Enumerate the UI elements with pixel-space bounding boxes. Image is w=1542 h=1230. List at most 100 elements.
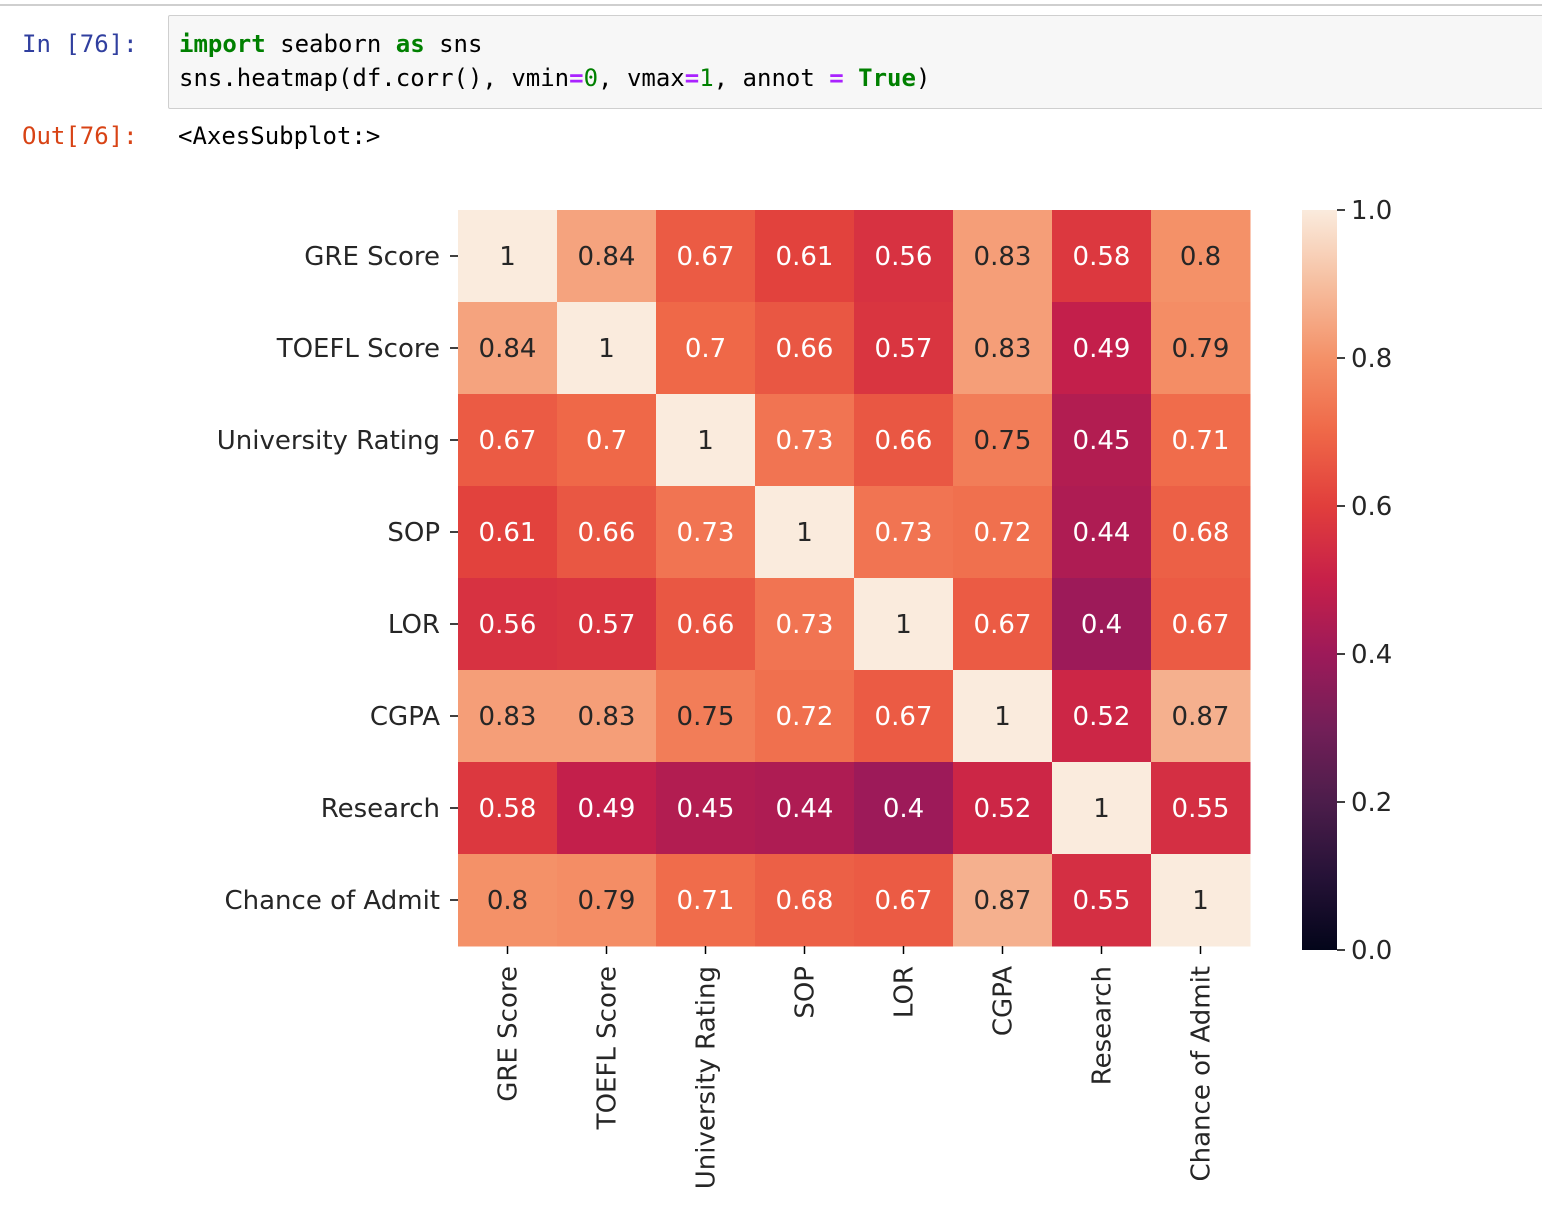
heatmap-cell [755,210,855,303]
cell-annotation: 0.67 [479,426,537,456]
cell-annotation: 0.67 [974,610,1032,640]
cell-annotation: 1 [697,426,714,456]
heatmap-cell [458,210,558,303]
cell-annotation: 0.66 [875,426,933,456]
heatmap-cell [1052,762,1152,855]
cell-annotation: 0.4 [1081,610,1122,640]
cell-annotation: 0.68 [1172,518,1230,548]
cell-annotation: 0.84 [578,242,636,272]
heatmap-cell [953,394,1053,487]
cell-annotation: 1 [499,242,516,272]
cell-annotation: 0.68 [776,886,834,916]
code-token: sns.heatmap(df.corr(), vmin [179,64,570,92]
cell-annotation: 0.8 [487,886,528,916]
heatmap-cell [755,302,855,395]
heatmap-cell [1052,302,1152,395]
cell-annotation: 0.67 [875,886,933,916]
cell-annotation: 1 [598,334,615,364]
heatmap-cell [1151,670,1251,763]
heatmap-cell [755,394,855,487]
cell-annotation: 0.45 [1073,426,1131,456]
heatmap-cell [656,210,756,303]
cell-annotation: 0.83 [974,334,1032,364]
x-tick-label: TOEFL Score [593,966,623,1130]
cell-annotation: 0.52 [974,794,1032,824]
cell-annotation: 0.49 [578,794,636,824]
heatmap-cell [755,670,855,763]
cell-annotation: 0.55 [1172,794,1230,824]
cell-annotation: 0.73 [677,518,735,548]
heatmap-cell [755,762,855,855]
heatmap-cell [953,210,1053,303]
y-tick-label: Research [321,794,440,824]
cell-annotation: 0.4 [883,794,924,824]
code-token: sns [424,30,483,58]
heatmap-cell [557,854,657,947]
heatmap-cell [557,210,657,303]
cell-annotation: 0.79 [578,886,636,916]
cell-annotation: 0.75 [677,702,735,732]
heatmap-cell [755,854,855,947]
cell-annotation: 0.58 [1073,242,1131,272]
cell-annotation: 1 [1192,886,1209,916]
heatmap-cell [458,670,558,763]
heatmap-cell [1052,578,1152,671]
heatmap-cell [1052,394,1152,487]
colorbar-tick-label: 1.0 [1351,196,1392,226]
heatmap-cell [953,578,1053,671]
code-token: , vmax [598,64,685,92]
code-number: 1 [699,64,714,92]
cell-annotation: 0.58 [479,794,537,824]
heatmap-cell [854,210,954,303]
colorbar-tick-label: 0.8 [1351,344,1392,374]
cell-annotation: 0.66 [677,610,735,640]
cell-annotation: 0.73 [776,426,834,456]
heatmap-cell [755,578,855,671]
code-keyword-true: True [858,64,916,92]
heatmap-cell [854,486,954,579]
heatmap-cell [1052,210,1152,303]
heatmap-cell [656,302,756,395]
code-operator: = [829,64,844,92]
heatmap-cell [656,762,756,855]
heatmap-cell [1151,762,1251,855]
heatmap-cell [458,302,558,395]
y-tick-label: Chance of Admit [224,886,440,916]
heatmap-cell [458,578,558,671]
heatmap-annotations: 1 0.84 0.67 0.61 0.56 0.83 0.58 0.8 0.84 1 0.7 0.66… [479,242,1230,916]
code-cell[interactable]: import seaborn as sns sns.heatmap(df.cor… [168,15,1542,109]
heatmap-cell [557,670,657,763]
x-tick-label: SOP [791,966,821,1019]
x-tick-label: LOR [890,966,920,1018]
cell-annotation: 0.57 [875,334,933,364]
cell-annotation: 0.7 [685,334,726,364]
x-tick-label: Research [1088,966,1118,1085]
heatmap-cell [1151,578,1251,671]
heatmap-cell [953,854,1053,947]
heatmap-cell [1052,854,1152,947]
heatmap-cell [656,578,756,671]
cell-annotation: 0.67 [1172,610,1230,640]
cell-annotation: 0.72 [974,518,1032,548]
colorbar-ticks: 0.0 0.2 0.4 0.6 0.8 1.0 [1337,196,1392,966]
heatmap-cell [1052,486,1152,579]
cell-annotation: 0.61 [776,242,834,272]
colorbar-tick-label: 0.0 [1351,936,1392,966]
code-token: seaborn [265,30,396,58]
cell-annotation: 0.45 [677,794,735,824]
heatmap-cell [557,762,657,855]
output-prompt: Out[76]: [22,122,138,150]
y-tick-label: CGPA [370,702,440,732]
heatmap-cell [854,762,954,855]
x-tick-label: Chance of Admit [1187,966,1217,1182]
input-prompt: In [76]: [22,30,138,58]
code-keyword-import: import [179,30,266,58]
heatmap-cell [1052,670,1152,763]
code-line-2: sns.heatmap(df.corr(), vmin=0, vmax=1, a… [179,64,930,92]
cell-annotation: 0.83 [479,702,537,732]
output-text: <AxesSubplot:> [178,122,381,150]
heatmap-cell [1151,394,1251,487]
cell-annotation: 0.79 [1172,334,1230,364]
cell-annotation: 0.49 [1073,334,1131,364]
heatmap-cell [656,394,756,487]
